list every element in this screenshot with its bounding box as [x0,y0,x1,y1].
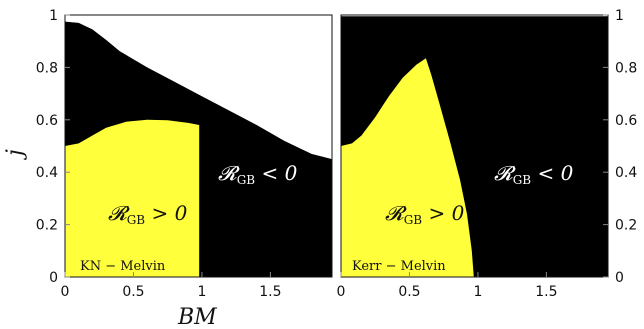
x-tick-label: 1.5 [535,284,557,300]
y-tick-label: 1 [615,8,624,24]
y-tick-label: 1 [49,8,58,24]
right-negative-label: 𝓡GB < 0 [494,161,574,187]
x-tick-label: 1.5 [259,284,281,300]
left-y-ticks: 0 0.2 0.4 0.6 0.8 1 [36,8,70,286]
x-tick-label: 1 [197,284,206,300]
x-axis-label: BM [177,305,217,329]
y-axis-label: j [3,149,28,161]
right-positive-region [341,58,474,278]
left-panel: 0 0.5 1 1.5 00.20.40.60.81 𝓡GB < 0 𝓡GB > 0 … [36,8,333,300]
left-negative-label: 𝓡GB < 0 [218,161,298,187]
right-positive-label: 𝓡GB > 0 [385,201,465,227]
y-tick-label: 0.4 [615,165,637,181]
left-positive-label: 𝓡GB > 0 [108,201,188,227]
x-tick-label: 0.5 [122,284,144,300]
y-tick-label: 0.6 [36,113,58,129]
x-tick-label: 0.5 [398,284,420,300]
left-panel-tag: KN − Melvin [80,259,166,274]
x-tick-label: 0 [337,284,346,300]
y-tick-label: 0.4 [36,165,58,181]
left-plot-frame [64,14,333,278]
x-tick-label: 0 [61,284,70,300]
right-panel-tag: Kerr − Melvin [352,259,446,274]
left-x-ticks: 0 0.5 1 1.5 [61,272,282,300]
right-y-ticks: 0 0.2 0.4 0.6 0.8 1 [603,8,637,286]
right-panel: 0 0.5 1 1.5 00.20.40.60.81 𝓡GB < 0 𝓡GB > 0 … [337,8,638,300]
y-tick-label: 0.8 [36,60,58,76]
y-tick-label: 0.6 [615,113,637,129]
left-positive-region [65,119,200,277]
y-tick-label: 0.2 [36,218,58,234]
right-x-ticks: 0 0.5 1 1.5 [337,272,558,300]
y-tick-label: 0.8 [615,60,637,76]
y-tick-label: 0.2 [615,218,637,234]
y-tick-label: 0 [49,270,58,286]
x-tick-label: 1 [473,284,482,300]
y-tick-label: 0 [615,270,624,286]
right-plot-frame [340,14,609,278]
